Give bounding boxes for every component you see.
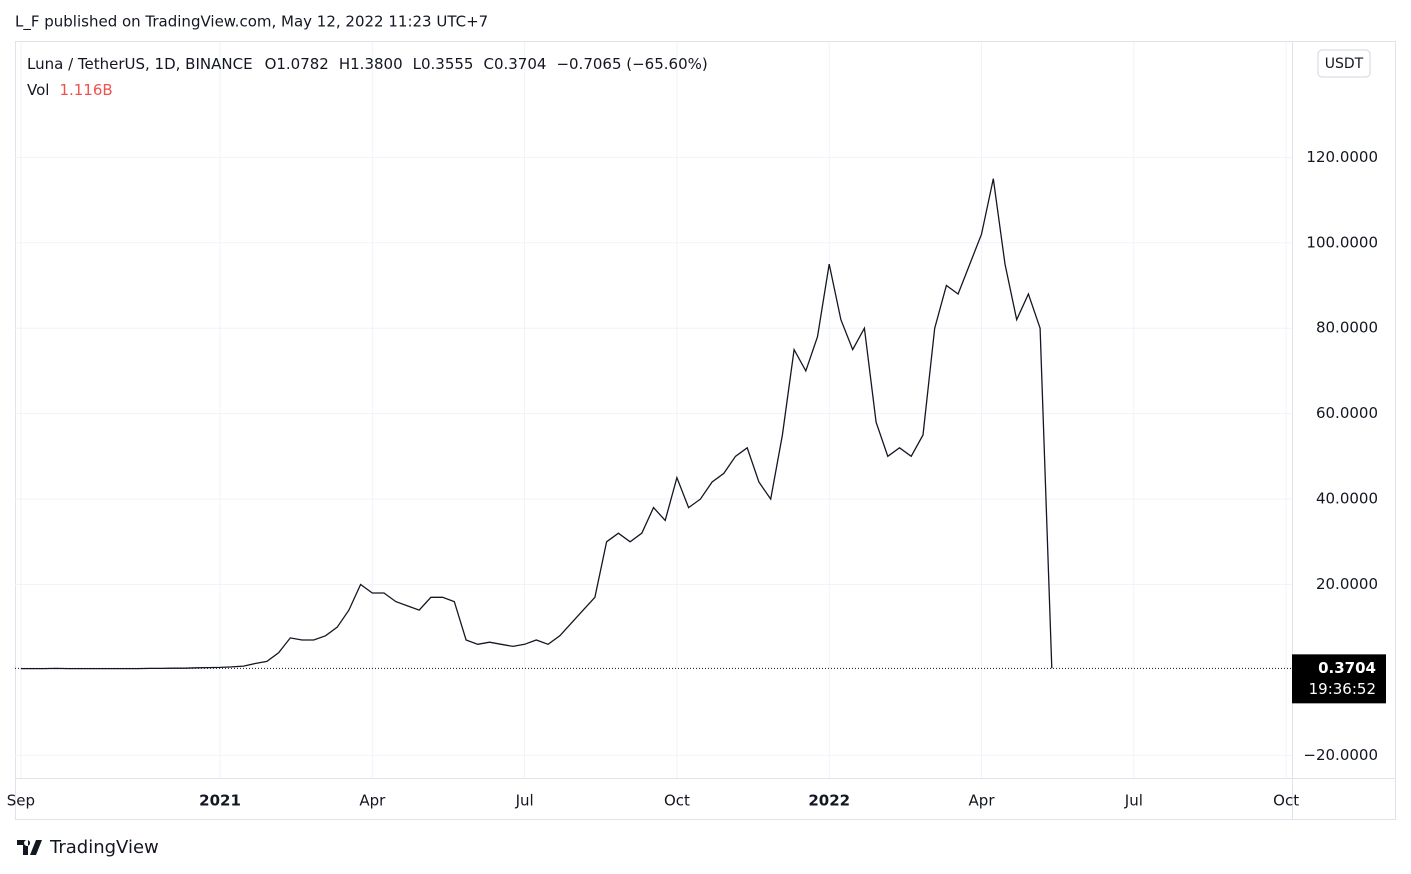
y-tick-label: 120.0000: [1306, 148, 1378, 166]
brand: TradingView: [49, 837, 159, 858]
x-tick-label: Apr: [359, 792, 386, 810]
x-tick-label: Sep: [7, 792, 35, 810]
currency: USDT: [1325, 56, 1364, 72]
y-tick-label: −20.0000: [1303, 746, 1378, 764]
volume-label: Vol: [27, 81, 49, 99]
x-tick-label: Apr: [969, 792, 996, 810]
publisher: L_F published on TradingView.com, May 12…: [15, 13, 488, 32]
x-tick-label: Jul: [515, 792, 534, 810]
y-tick-label: 20.0000: [1316, 575, 1378, 593]
y-tick-label: 60.0000: [1316, 404, 1378, 422]
y-tick-label: 100.0000: [1306, 233, 1378, 251]
x-tick-label: Jul: [1124, 792, 1143, 810]
x-tick-label: 2022: [808, 792, 850, 810]
volume: 1.116B: [59, 81, 112, 99]
symbol-legend: Luna / TetherUS, 1D, BINANCE O1.0782 H1.38…: [27, 55, 708, 73]
countdown: 19:36:52: [1309, 680, 1376, 698]
change: −0.7065 (−65.60%): [556, 55, 707, 73]
low: L0.3555: [413, 55, 474, 73]
chart-frame: [15, 41, 1396, 820]
x-tick-label: Oct: [1273, 792, 1299, 810]
brand-logo: [17, 840, 42, 855]
y-tick-label: 80.0000: [1316, 319, 1378, 337]
x-tick-label: Oct: [664, 792, 690, 810]
y-tick-label: 40.0000: [1316, 490, 1378, 508]
currency-badge[interactable]: [1317, 49, 1371, 78]
volume-legend: Vol 1.116B: [27, 81, 113, 99]
open: O1.0782: [265, 55, 329, 73]
last-price: 0.3704: [1318, 659, 1376, 677]
symbol: Luna / TetherUS, 1D, BINANCE: [27, 55, 253, 73]
close: C0.3704: [483, 55, 546, 73]
high: H1.3800: [339, 55, 403, 73]
last-price-badge: [1292, 654, 1386, 704]
x-tick-label: 2021: [199, 792, 241, 810]
